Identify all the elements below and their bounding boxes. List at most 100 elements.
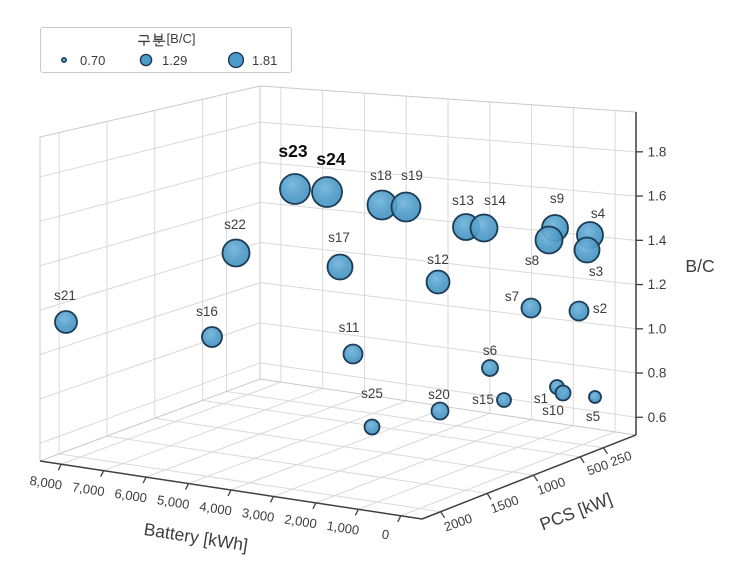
legend-marker-icon: [227, 51, 245, 69]
y-axis-title: PCS [kW]: [537, 488, 615, 534]
floor-grid-line: [145, 394, 365, 478]
box-edge: [39, 378, 261, 462]
x-tick: [142, 476, 147, 484]
x-tick: [397, 515, 402, 523]
z-tick-label: 1.6: [648, 189, 667, 204]
data-point-bubble[interactable]: [201, 326, 223, 348]
data-point-bubble[interactable]: [363, 418, 381, 436]
y-tick: [440, 511, 446, 519]
data-point-bubble[interactable]: [54, 310, 78, 334]
data-point-label: s14: [484, 193, 506, 208]
x-tick-label: 4,000: [198, 499, 232, 519]
data-point-bubble[interactable]: [573, 236, 601, 264]
floor-grid-line: [103, 387, 323, 472]
wall-grid-line: [259, 282, 637, 330]
z-tick-label: 0.6: [648, 410, 667, 425]
box-edge: [259, 85, 637, 113]
x-tick-label: 1,000: [326, 518, 360, 538]
wall-grid-line: [259, 322, 637, 374]
z-tick-label: 1.2: [648, 277, 667, 292]
data-point-label: s25: [361, 386, 383, 401]
wall-grid-line: [39, 161, 261, 222]
legend-value: 1.29: [162, 52, 188, 68]
floor-grid-line: [273, 412, 490, 497]
data-point-bubble[interactable]: [534, 225, 564, 255]
data-point-label: s21: [54, 288, 76, 303]
y-tick: [602, 447, 608, 455]
legend-item[interactable]: 1.29: [137, 49, 187, 71]
data-point-label: s15: [472, 392, 494, 407]
data-point-bubble[interactable]: [520, 297, 542, 319]
data-point-bubble[interactable]: [469, 213, 499, 243]
data-point-bubble[interactable]: [342, 343, 364, 365]
floor-grid-line: [315, 418, 532, 504]
x-tick: [184, 483, 190, 490]
data-point-bubble[interactable]: [430, 401, 450, 421]
floor-grid-line: [358, 425, 574, 510]
data-point-bubble[interactable]: [481, 359, 499, 377]
wall-grid-line: [39, 282, 261, 355]
x-tick: [354, 509, 359, 516]
data-point-bubble[interactable]: [221, 238, 251, 268]
data-point-label: s24: [316, 149, 345, 169]
data-point-bubble[interactable]: [568, 300, 590, 322]
legend-marker-icon: [137, 51, 155, 69]
wall-grid-line: [39, 322, 261, 400]
x-tick-label: 5,000: [156, 492, 190, 512]
data-point-bubble[interactable]: [279, 173, 311, 205]
data-point-label: s7: [505, 289, 519, 304]
x-tick: [312, 502, 317, 510]
x-tick-label: 2,000: [283, 511, 317, 531]
wall-grid-line: [259, 362, 637, 418]
z-tick-label: 1.4: [648, 233, 667, 248]
floor-grid-line: [230, 406, 449, 491]
data-point-bubble[interactable]: [588, 390, 602, 404]
legend-items: 0.70 1.29 1.81: [41, 49, 291, 71]
data-point-label: s12: [427, 252, 449, 267]
z-tick-label: 0.8: [648, 366, 667, 381]
data-point-label: s8: [525, 253, 539, 268]
data-point-bubble[interactable]: [326, 253, 354, 281]
data-point-bubble[interactable]: [390, 191, 422, 223]
x-tick: [100, 470, 105, 477]
y-tick-label: 1000: [535, 474, 567, 498]
wall-grid-line: [39, 121, 261, 178]
x-tick-label: 6,000: [114, 486, 148, 506]
data-point-bubble[interactable]: [425, 269, 451, 295]
wall-grid-line: [259, 121, 637, 153]
legend-item[interactable]: 1.81: [227, 49, 277, 71]
x-tick: [57, 463, 62, 471]
data-point-label: s17: [328, 230, 350, 245]
wall-grid-line: [259, 242, 637, 286]
wall-grid-line: [259, 201, 637, 241]
y-tick: [579, 456, 585, 464]
y-tick-label: 1500: [488, 492, 520, 516]
y-tick: [486, 493, 492, 500]
x-tick-label: 8,000: [29, 473, 63, 493]
wall-grid-line: [259, 161, 637, 197]
y-axis-line: [421, 434, 637, 520]
data-point-label: s5: [586, 409, 600, 424]
data-point-label: s3: [589, 264, 603, 279]
x-tick-label: 3,000: [241, 505, 275, 525]
hangul-gu-glyph: [137, 34, 150, 46]
legend-title: [B/C]: [41, 31, 291, 47]
data-point-label: s2: [593, 301, 607, 316]
data-point-label: s10: [542, 403, 564, 418]
legend-value: 1.81: [252, 52, 278, 68]
data-point-bubble[interactable]: [496, 392, 512, 408]
legend-item[interactable]: 0.70: [55, 49, 105, 71]
z-axis-title: B/C: [685, 256, 714, 276]
floor-grid-line: [400, 431, 616, 517]
legend-title-suffix: [B/C]: [166, 31, 196, 46]
x-tick: [269, 496, 275, 503]
x-tick-label: 0: [381, 526, 390, 542]
wall-grid-line: [39, 362, 261, 444]
data-point-label: s4: [591, 206, 606, 221]
data-point-label: s20: [428, 387, 450, 402]
data-point-label: s18: [370, 168, 392, 183]
data-point-bubble[interactable]: [554, 384, 572, 402]
data-point-bubble[interactable]: [311, 176, 343, 208]
data-point-label: s22: [224, 217, 246, 232]
